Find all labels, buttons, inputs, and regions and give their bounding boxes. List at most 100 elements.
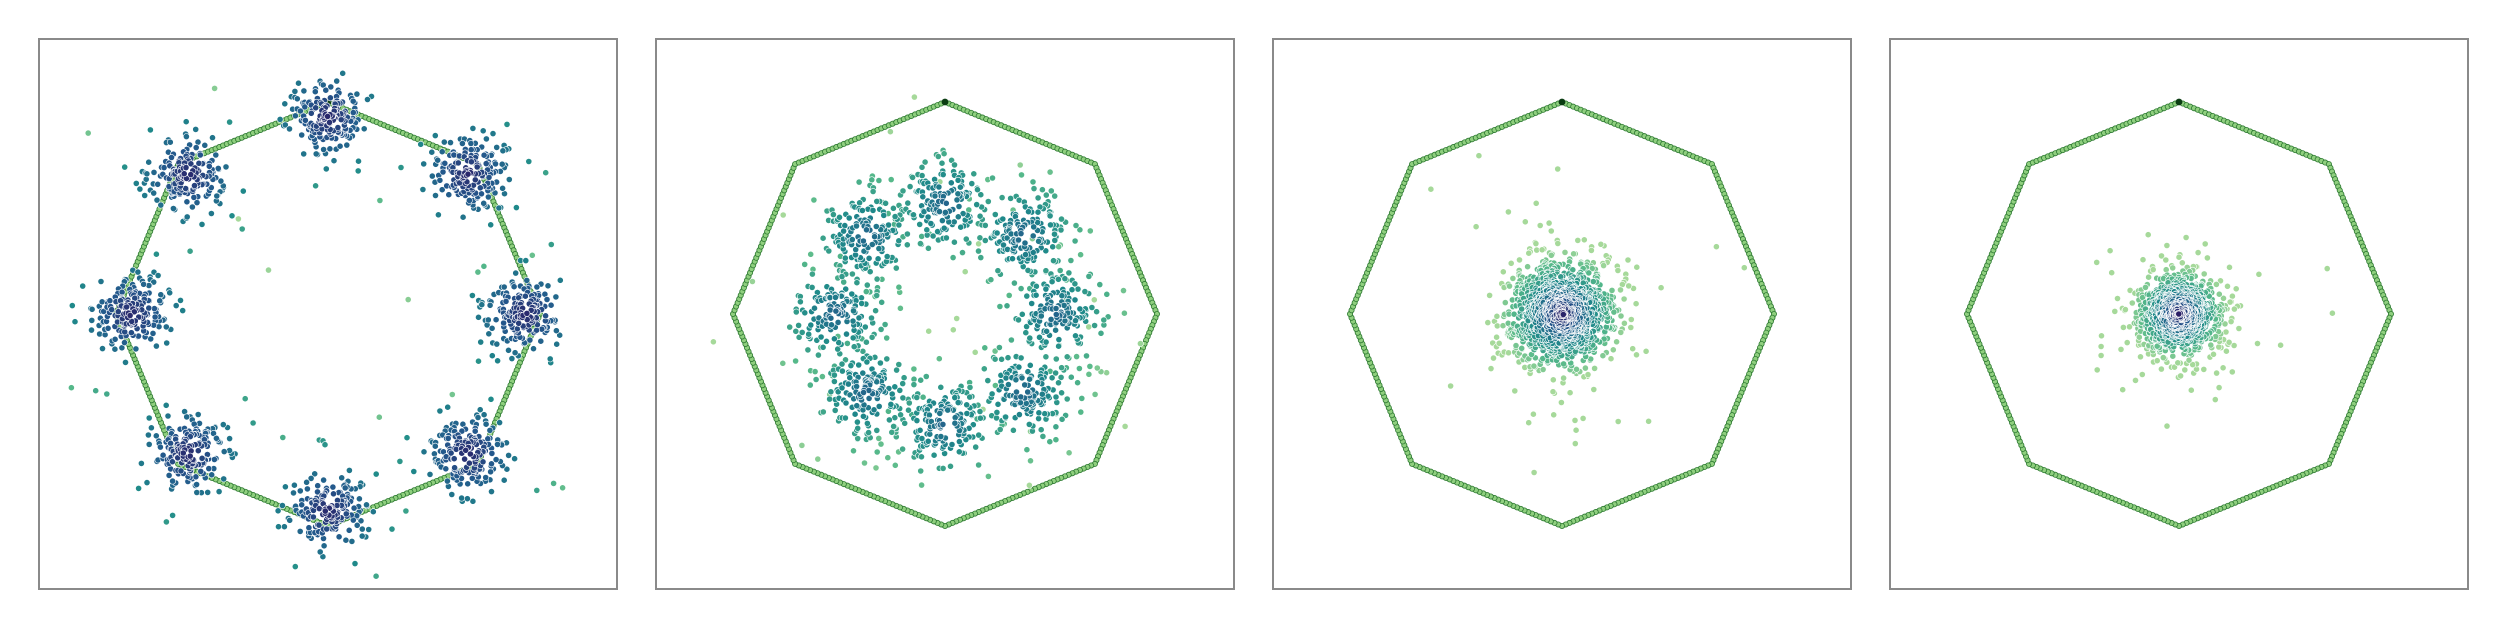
data-point: [940, 150, 948, 158]
boundary-start-point: [1558, 98, 1566, 106]
data-point: [1073, 353, 1080, 360]
data-point: [556, 276, 564, 284]
data-point: [1025, 420, 1033, 428]
data-point: [998, 194, 1006, 201]
data-point: [853, 418, 861, 426]
data-point: [448, 491, 456, 498]
data-point: [873, 448, 881, 456]
data-point: [838, 360, 846, 368]
data-point: [948, 441, 956, 448]
data-point: [88, 326, 95, 334]
data-point: [1090, 296, 1098, 304]
data-point: [838, 367, 846, 375]
data-point: [493, 144, 501, 151]
data-point: [444, 434, 452, 442]
data-point: [493, 340, 501, 348]
data-point: [530, 345, 537, 353]
data-point: [194, 411, 202, 418]
data-point: [211, 85, 218, 92]
data-point: [336, 142, 344, 150]
data-point: [168, 154, 175, 161]
data-point: [480, 199, 488, 207]
data-point: [861, 459, 868, 467]
data-point: [164, 412, 172, 420]
data-point: [121, 163, 129, 171]
data-point: [1022, 251, 1029, 258]
data-point: [291, 563, 299, 570]
data-point: [1607, 355, 1615, 363]
data-point: [208, 471, 216, 479]
data-point: [1629, 345, 1637, 353]
scatter-plot-3: [1347, 98, 1777, 529]
data-point: [981, 221, 989, 229]
data-point: [1026, 334, 1034, 342]
data-point: [1052, 436, 1060, 444]
data-point: [918, 232, 926, 240]
data-point: [899, 394, 907, 402]
data-point: [1642, 347, 1650, 355]
data-point: [135, 484, 142, 492]
data-point: [954, 399, 962, 406]
data-point: [981, 237, 989, 244]
data-point: [360, 125, 368, 133]
data-point: [819, 343, 827, 351]
data-point: [358, 525, 366, 533]
data-point: [465, 459, 473, 467]
data-point: [859, 369, 867, 377]
data-point: [473, 163, 481, 171]
data-point: [281, 483, 289, 491]
data-point: [1493, 333, 1500, 341]
data-point: [1029, 232, 1037, 240]
data-point: [450, 455, 458, 463]
data-point: [249, 419, 257, 427]
data-point: [861, 323, 869, 331]
data-point: [364, 96, 371, 103]
data-point: [163, 518, 170, 526]
data-point: [397, 164, 405, 171]
data-point: [148, 424, 155, 432]
data-point: [976, 234, 984, 242]
data-point: [1052, 311, 1060, 318]
data-point: [291, 112, 299, 120]
data-point: [1068, 286, 1076, 294]
data-point: [940, 224, 948, 232]
data-point: [976, 414, 984, 422]
data-point: [194, 447, 202, 455]
data-point: [868, 241, 876, 248]
data-point: [1012, 376, 1020, 384]
data-point: [878, 298, 886, 306]
data-point: [1529, 410, 1537, 418]
data-point: [315, 521, 323, 529]
data-point: [533, 283, 541, 291]
data-point: [1566, 389, 1574, 397]
data-point: [1018, 171, 1025, 179]
data-point: [792, 308, 800, 316]
data-point: [1051, 192, 1059, 200]
data-point: [977, 254, 985, 261]
data-point: [154, 180, 162, 188]
data-point: [475, 313, 482, 321]
data-point: [862, 288, 870, 295]
data-point: [480, 262, 488, 270]
data-point: [1018, 310, 1026, 318]
data-point: [823, 337, 830, 345]
data-point: [1029, 178, 1037, 186]
data-point: [357, 517, 365, 525]
data-point: [190, 193, 198, 201]
data-point: [1065, 269, 1073, 277]
data-point: [1058, 215, 1065, 223]
data-point: [312, 182, 319, 190]
data-point: [192, 126, 200, 133]
data-point: [1005, 291, 1013, 299]
data-point: [1093, 364, 1101, 372]
data-point: [312, 104, 320, 112]
data-point: [484, 316, 492, 324]
data-point: [326, 119, 333, 126]
data-point: [1053, 399, 1061, 406]
data-point: [1530, 469, 1538, 476]
data-point: [1063, 395, 1071, 403]
data-point: [1072, 317, 1079, 325]
data-point: [918, 435, 926, 442]
data-point: [1560, 360, 1567, 368]
data-point: [1521, 218, 1529, 226]
